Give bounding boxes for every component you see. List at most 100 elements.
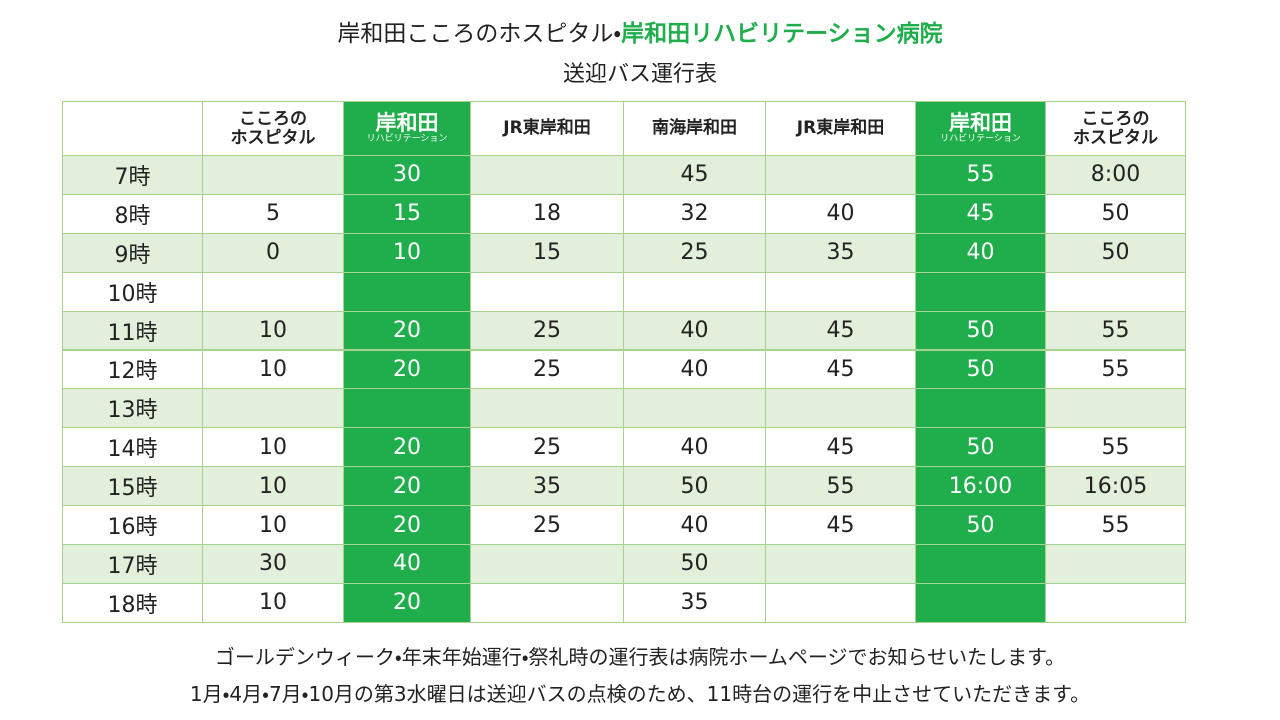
table-cell: 20 — [343, 466, 471, 507]
table-cell: 10時 — [62, 271, 203, 312]
table-cell: 32 — [623, 193, 766, 234]
table-cell — [1045, 271, 1186, 312]
table-cell: 25 — [470, 505, 624, 545]
table-cell: 25 — [470, 349, 624, 390]
table-cell: 40 — [623, 427, 766, 468]
table-cell: 25 — [623, 232, 766, 273]
table-cell: 10 — [202, 505, 344, 545]
table-cell: 20 — [343, 505, 471, 545]
header-cell: JR東岸和田 — [765, 101, 916, 156]
table-cell — [1045, 544, 1186, 584]
table-cell: 45 — [765, 310, 916, 351]
table-cell: 10 — [202, 427, 344, 468]
header-cell: こころの ホスピタル — [1045, 101, 1186, 156]
table-cell — [1045, 582, 1186, 623]
table-cell: 50 — [623, 544, 766, 584]
table-cell: 45 — [765, 427, 916, 468]
table-cell — [765, 271, 916, 312]
table-cell: 35 — [623, 582, 766, 623]
header-text: リハビリテーション — [940, 134, 1021, 144]
header-text: 南海岸和田 — [652, 118, 737, 138]
table-cell: 5 — [202, 193, 344, 234]
table-cell: 17時 — [62, 544, 203, 584]
table-cell: 45 — [623, 155, 766, 195]
table-cell: 10 — [202, 349, 344, 390]
header-text: JR東岸和田 — [796, 118, 885, 138]
table-cell: 40 — [765, 193, 916, 234]
table-cell: 9時 — [62, 232, 203, 273]
table-cell — [470, 582, 624, 623]
table-cell: 8:00 — [1045, 155, 1186, 195]
table-cell — [470, 271, 624, 312]
table-cell: 20 — [343, 310, 471, 351]
table-cell — [915, 271, 1046, 312]
table-cell: 25 — [470, 310, 624, 351]
table-cell — [470, 544, 624, 584]
header-cell: 岸和田 リハビリテーション — [915, 101, 1046, 156]
table-cell: 10 — [202, 582, 344, 623]
note: ゴールデンウィーク・年末年始運行・祭礼時の運行表は病院ホームページでお知らせいた… — [214, 645, 1066, 669]
table-cell: 50 — [915, 427, 1046, 468]
table-cell: 10 — [343, 232, 471, 273]
table-cell: 40 — [343, 544, 471, 584]
table-cell: 50 — [915, 349, 1046, 390]
table-cell: 20 — [343, 349, 471, 390]
table-cell: 12時 — [62, 349, 203, 390]
table-cell — [343, 271, 471, 312]
table-cell — [202, 271, 344, 312]
table-cell — [915, 388, 1046, 429]
header-text: JR東岸和田 — [503, 118, 591, 138]
title: 岸和田こころのホスピタル・岸和田リハビリテーション病院 — [0, 14, 1280, 48]
header-text: 岸和田 — [949, 111, 1012, 135]
table-cell: 50 — [915, 505, 1046, 545]
table-cell — [1045, 388, 1186, 429]
table-cell: 55 — [765, 466, 916, 507]
table-cell — [470, 155, 624, 195]
table-cell: 55 — [1045, 505, 1186, 545]
table-cell — [623, 388, 766, 429]
table-cell — [765, 544, 916, 584]
table-cell: 35 — [470, 466, 624, 507]
table-cell: 55 — [1045, 310, 1186, 351]
table-cell: 15 — [470, 232, 624, 273]
table-cell — [202, 388, 344, 429]
table-cell: 25 — [470, 427, 624, 468]
header-text: こころの — [239, 108, 307, 129]
table-cell: 40 — [623, 505, 766, 545]
header-text: 岸和田 — [375, 111, 439, 135]
table-cell: 30 — [202, 544, 344, 584]
title-part: 岸和田リハビリテーション病院 — [621, 21, 943, 47]
table-cell: 40 — [915, 232, 1046, 273]
table-cell: 45 — [915, 193, 1046, 234]
table-cell: 55 — [1045, 427, 1186, 468]
table-cell: 18 — [470, 193, 624, 234]
table-cell: 0 — [202, 232, 344, 273]
table-cell: 16:05 — [1045, 466, 1186, 507]
table-cell: 45 — [765, 505, 916, 545]
table-cell: 11時 — [62, 310, 203, 351]
table-cell: 35 — [765, 232, 916, 273]
table-cell — [915, 582, 1046, 623]
header-cell: 岸和田 リハビリテーション — [343, 101, 471, 156]
table-cell: 10 — [202, 466, 344, 507]
table-cell — [915, 544, 1046, 584]
note: 1月・4月・7月・10月の第3水曜日は送迎バスの点検のため、11時台の運行を中止… — [189, 682, 1091, 706]
table-cell: 40 — [623, 310, 766, 351]
table-cell: 8時 — [62, 193, 203, 234]
table-cell: 13時 — [62, 388, 203, 429]
table-cell — [343, 388, 471, 429]
table-cell: 18時 — [62, 582, 203, 623]
header-text: ホスピタル — [230, 127, 316, 148]
header-cell — [62, 101, 203, 156]
table-cell: 50 — [623, 466, 766, 507]
table-cell — [765, 582, 916, 623]
table-cell: 50 — [1045, 232, 1186, 273]
table-cell — [765, 155, 916, 195]
table-cell: 7時 — [62, 155, 203, 195]
table-cell: 50 — [915, 310, 1046, 351]
table-cell: 16時 — [62, 505, 203, 545]
table-cell: 50 — [1045, 193, 1186, 234]
table-cell: 16:00 — [915, 466, 1046, 507]
header-text: リハビリテーション — [366, 134, 448, 144]
